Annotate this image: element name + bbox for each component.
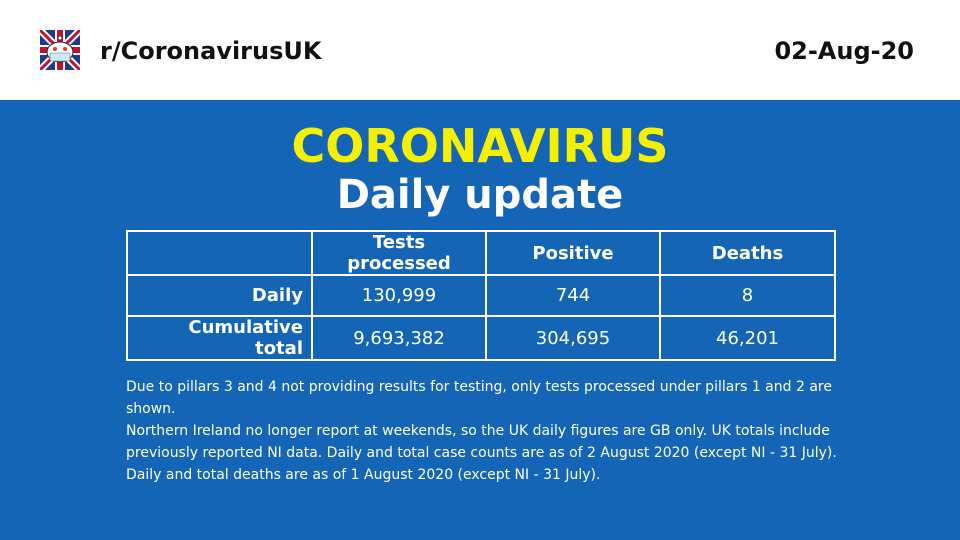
daily-positive-value: 744 xyxy=(485,274,661,317)
cumulative-positive-value: 304,695 xyxy=(485,315,661,361)
header-bar: r/CoronavirusUK 02-Aug-20 xyxy=(0,0,960,100)
table-header-row: Tests processed Positive Deaths xyxy=(126,230,836,276)
page-title: CORONAVIRUS xyxy=(291,119,669,173)
stats-table: Tests processed Positive Deaths Daily 13… xyxy=(126,230,836,361)
column-header-tests: Tests processed xyxy=(311,230,487,276)
table-row-cumulative: Cumulative total 9,693,382 304,695 46,20… xyxy=(126,315,836,361)
cumulative-deaths-value: 46,201 xyxy=(659,315,836,361)
main-panel: CORONAVIRUS Daily update Tests processed… xyxy=(0,100,960,540)
update-date: 02-Aug-20 xyxy=(774,37,914,65)
page-subtitle: Daily update xyxy=(336,172,624,218)
subreddit-name: r/CoronavirusUK xyxy=(100,37,322,65)
column-header-positive: Positive xyxy=(485,230,661,276)
cumulative-tests-value: 9,693,382 xyxy=(311,315,487,361)
footnote-northern-ireland: Northern Ireland no longer report at wee… xyxy=(126,423,837,483)
footnotes: Due to pillars 3 and 4 not providing res… xyxy=(126,376,846,486)
table-row-daily: Daily 130,999 744 8 xyxy=(126,274,836,317)
daily-tests-value: 130,999 xyxy=(311,274,487,317)
footnote-pillars: Due to pillars 3 and 4 not providing res… xyxy=(126,379,832,417)
column-header-empty xyxy=(126,230,313,276)
daily-deaths-value: 8 xyxy=(659,274,836,317)
column-header-deaths: Deaths xyxy=(659,230,836,276)
row-label-daily: Daily xyxy=(126,274,313,317)
masked-snoo-union-jack-icon xyxy=(40,30,80,70)
row-label-cumulative: Cumulative total xyxy=(126,315,313,361)
